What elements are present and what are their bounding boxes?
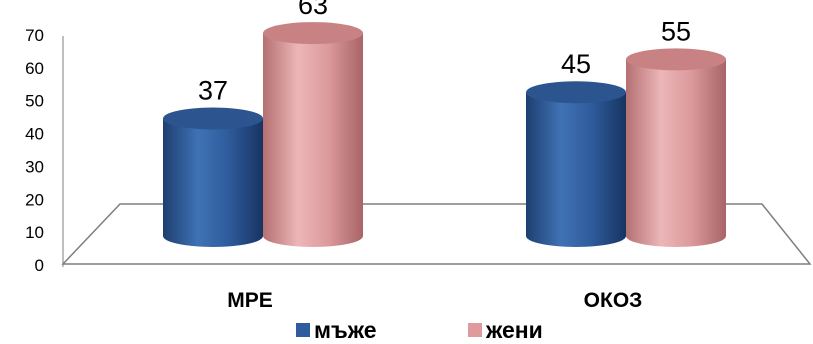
- y-tick-label: 50: [25, 92, 44, 111]
- bar-мъже-ОКОЗ: [526, 81, 626, 247]
- data-labels: 37 63 45 55: [198, 0, 691, 106]
- data-label: 63: [298, 0, 328, 20]
- y-tick-label: 30: [25, 157, 44, 176]
- bar-body: [163, 118, 263, 247]
- legend-label: жени: [485, 317, 543, 343]
- category-labels: MPE ОКОЗ: [227, 289, 642, 312]
- data-label: 55: [661, 16, 691, 46]
- legend-item-мъже: мъже: [296, 317, 377, 343]
- legend-label: мъже: [314, 317, 377, 343]
- y-axis-ticks: 0 10 20 30 40 50 60 70: [25, 26, 44, 275]
- legend-swatch: [468, 323, 482, 337]
- bar-top: [163, 107, 263, 130]
- legend: мъже жени: [296, 317, 543, 343]
- bar-body: [263, 33, 363, 248]
- bar-жени-MPE: [263, 22, 363, 248]
- y-tick-label: 60: [25, 59, 44, 78]
- bar-top: [526, 81, 626, 104]
- bar-top: [626, 48, 726, 71]
- legend-swatch: [296, 323, 310, 337]
- category-label: MPE: [227, 289, 273, 312]
- y-tick-label: 70: [25, 26, 44, 45]
- bar-body: [626, 59, 726, 247]
- data-label: 37: [198, 76, 228, 106]
- bar-body: [526, 92, 626, 247]
- y-tick-label: 20: [25, 190, 44, 209]
- bars: [163, 22, 726, 248]
- y-tick-label: 10: [25, 223, 44, 242]
- bar-мъже-MPE: [163, 107, 263, 247]
- y-tick-label: 0: [35, 256, 44, 275]
- data-label: 45: [561, 49, 591, 79]
- category-label: ОКОЗ: [584, 289, 643, 312]
- legend-item-жени: жени: [468, 317, 543, 343]
- bar-top: [263, 22, 363, 45]
- y-tick-label: 40: [25, 125, 44, 144]
- bar-жени-ОКОЗ: [626, 48, 726, 247]
